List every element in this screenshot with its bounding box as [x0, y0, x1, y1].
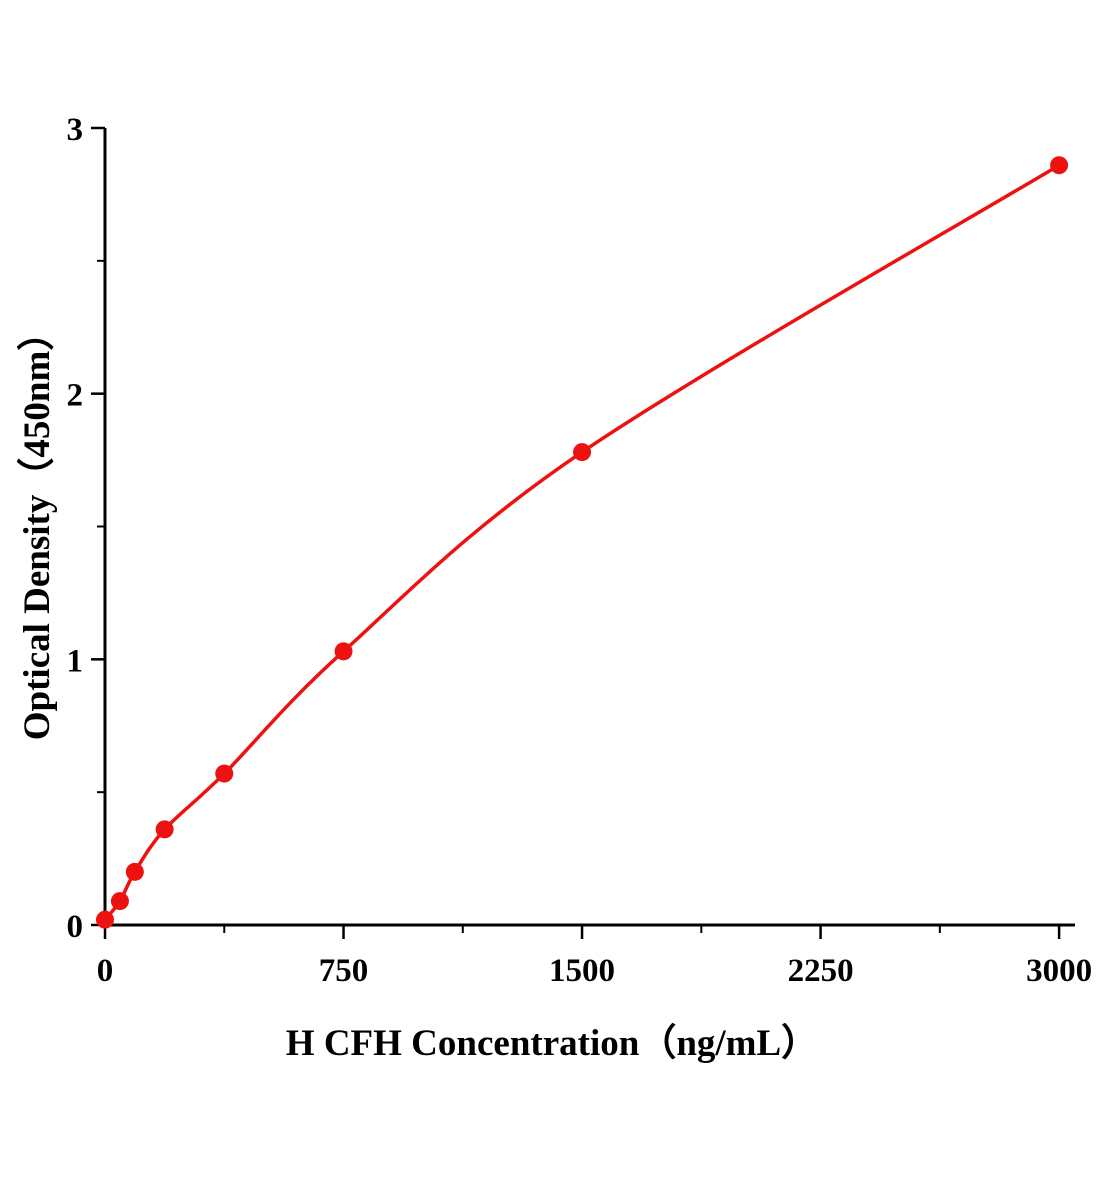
- x-axis-ticks: 0 750 1500 2250 3000: [97, 925, 1092, 989]
- data-point: [573, 443, 592, 462]
- y-tick-label: 2: [67, 378, 84, 414]
- y-tick-label: 3: [67, 112, 84, 148]
- x-axis-title: H CFH Concentration（ng/mL）: [285, 1023, 819, 1064]
- data-points: [96, 156, 1069, 929]
- y-axis-title: Optical Density（450nm）: [17, 313, 58, 741]
- x-tick-label: 2250: [788, 953, 854, 989]
- y-tick-label: 1: [67, 643, 84, 679]
- x-tick-label: 1500: [549, 953, 615, 989]
- data-point: [1050, 156, 1069, 175]
- x-tick-label: 3000: [1026, 953, 1092, 989]
- curve-line: [103, 163, 1061, 922]
- data-point: [125, 862, 144, 881]
- data-point: [334, 642, 353, 661]
- data-point: [155, 820, 174, 839]
- y-axis-ticks: 0 1 2 3: [67, 112, 105, 945]
- x-tick-label: 750: [319, 953, 369, 989]
- y-tick-label: 0: [67, 909, 84, 945]
- data-point: [215, 764, 234, 783]
- x-tick-label: 0: [97, 953, 114, 989]
- data-point: [96, 910, 114, 929]
- data-point: [110, 892, 129, 911]
